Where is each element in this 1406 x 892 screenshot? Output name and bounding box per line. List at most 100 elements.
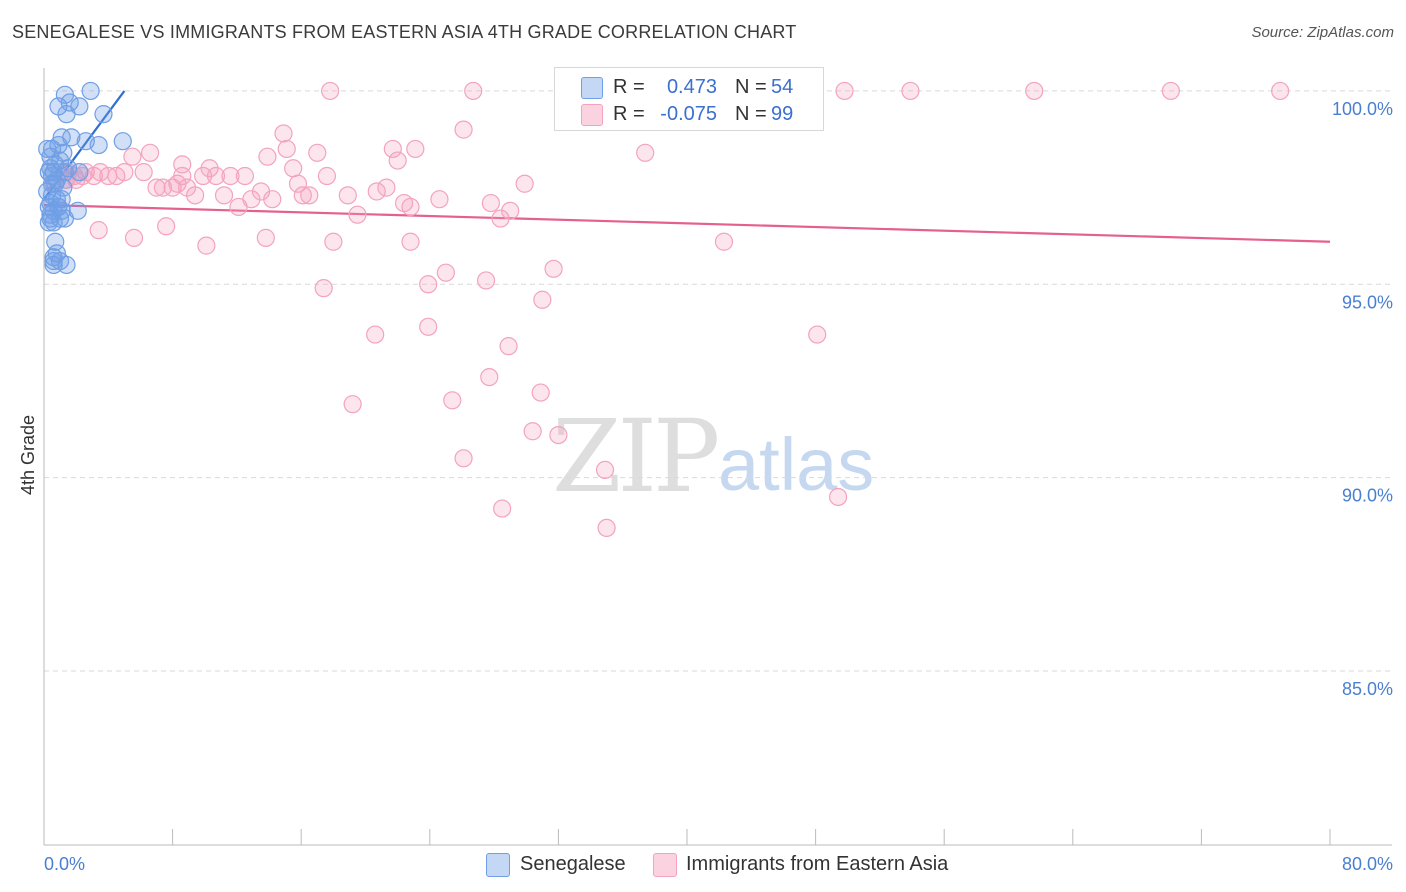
- bottom-legend-label-senegalese: Senegalese: [520, 853, 626, 875]
- point-eastern-asia: [493, 499, 512, 518]
- point-eastern-asia: [348, 205, 367, 224]
- point-eastern-asia: [835, 81, 854, 101]
- watermark-atlas: atlas: [718, 423, 875, 506]
- legend-swatch-eastern-asia: [581, 104, 603, 126]
- point-eastern-asia: [343, 395, 362, 414]
- point-eastern-asia: [134, 163, 153, 182]
- point-eastern-asia: [388, 151, 407, 170]
- point-eastern-asia: [214, 186, 234, 205]
- axis-labels: 85.0% 90.0% 95.0% 100.0% 0.0% 80.0% 4th Grade: [18, 99, 1393, 874]
- point-eastern-asia: [124, 228, 144, 247]
- point-eastern-asia: [1161, 81, 1180, 101]
- legend-swatch-senegalese: [581, 77, 603, 99]
- point-eastern-asia: [258, 147, 277, 166]
- point-senegalese: [41, 193, 60, 213]
- y-axis-label: 4th Grade: [18, 415, 38, 495]
- point-eastern-asia: [531, 383, 550, 402]
- point-eastern-asia: [366, 325, 385, 344]
- point-eastern-asia: [367, 182, 386, 201]
- bottom-legend-label-eastern-asia: Immigrants from Eastern Asia: [686, 853, 949, 875]
- point-eastern-asia: [300, 186, 319, 205]
- point-eastern-asia: [443, 391, 462, 410]
- point-eastern-asia: [515, 174, 534, 193]
- point-senegalese: [46, 232, 65, 251]
- point-eastern-asia: [808, 325, 827, 344]
- point-senegalese: [38, 139, 57, 159]
- point-eastern-asia: [419, 275, 438, 294]
- point-eastern-asia: [288, 174, 308, 193]
- point-eastern-asia: [324, 232, 343, 251]
- point-eastern-asia: [263, 190, 282, 209]
- point-eastern-asia: [481, 193, 500, 213]
- point-eastern-asia: [206, 166, 226, 186]
- point-senegalese: [59, 159, 78, 178]
- legend-r-value: -0.075: [660, 103, 717, 125]
- point-eastern-asia: [256, 228, 275, 247]
- point-eastern-asia: [595, 460, 615, 480]
- point-eastern-asia: [533, 290, 552, 309]
- point-eastern-asia: [523, 422, 542, 441]
- point-eastern-asia: [829, 487, 848, 507]
- point-senegalese: [70, 97, 89, 116]
- point-senegalese: [94, 105, 113, 124]
- legend-row-senegalese: R = 0.473 N = 54: [555, 74, 823, 100]
- point-eastern-asia: [338, 186, 357, 205]
- point-senegalese: [81, 81, 100, 101]
- y-tick-label: 85.0%: [1342, 679, 1393, 699]
- point-eastern-asia: [277, 139, 296, 159]
- legend-row-eastern-asia: R = -0.075 N = 99: [555, 101, 823, 127]
- point-eastern-asia: [314, 279, 333, 298]
- bottom-legend-swatch-eastern-asia: [653, 853, 677, 877]
- point-eastern-asia: [476, 271, 496, 290]
- point-eastern-asia: [597, 518, 616, 538]
- point-eastern-asia: [274, 124, 293, 143]
- legend-n-label: N =: [735, 76, 767, 98]
- point-eastern-asia: [436, 263, 455, 282]
- point-eastern-asia: [147, 178, 166, 197]
- legend-r-label: R =: [613, 76, 645, 98]
- point-eastern-asia: [499, 337, 518, 356]
- point-eastern-asia: [454, 120, 473, 139]
- point-senegalese: [70, 163, 89, 182]
- point-senegalese: [46, 174, 65, 193]
- point-eastern-asia: [419, 317, 438, 336]
- point-eastern-asia: [242, 190, 261, 209]
- point-eastern-asia: [186, 186, 205, 205]
- bottom-legend-swatch-senegalese: [486, 853, 510, 877]
- point-senegalese: [62, 128, 81, 147]
- point-senegalese: [52, 128, 71, 147]
- point-eastern-asia: [173, 155, 192, 174]
- point-eastern-asia: [544, 259, 563, 278]
- point-eastern-asia: [123, 147, 142, 166]
- data-points: [38, 81, 1290, 538]
- point-eastern-asia: [383, 139, 402, 159]
- point-eastern-asia: [221, 166, 240, 186]
- point-eastern-asia: [293, 186, 312, 205]
- point-eastern-asia: [464, 81, 483, 101]
- x-tick-label-max: 80.0%: [1342, 854, 1393, 874]
- point-eastern-asia: [714, 232, 734, 251]
- point-eastern-asia: [549, 425, 568, 445]
- point-eastern-asia: [140, 143, 160, 162]
- legend-n-label: N =: [735, 103, 767, 125]
- point-senegalese: [89, 135, 108, 155]
- point-eastern-asia: [491, 209, 510, 228]
- watermark-zip: ZIP: [552, 398, 720, 515]
- point-eastern-asia: [401, 197, 420, 217]
- point-senegalese: [39, 163, 58, 182]
- point-senegalese: [60, 93, 79, 112]
- trend-line-eastern-asia: [43, 203, 1331, 243]
- legend-r-label: R =: [613, 103, 645, 125]
- point-eastern-asia: [401, 232, 420, 251]
- point-eastern-asia: [454, 449, 473, 468]
- point-senegalese: [113, 132, 132, 151]
- point-eastern-asia: [480, 367, 499, 387]
- point-eastern-asia: [636, 143, 655, 162]
- point-eastern-asia: [1025, 81, 1044, 101]
- point-eastern-asia: [377, 178, 396, 197]
- point-senegalese: [68, 201, 87, 220]
- stats-legend: R = 0.473 N = 54 R = -0.075 N = 99: [554, 67, 824, 131]
- y-tick-label: 90.0%: [1342, 486, 1393, 506]
- point-eastern-asia: [284, 159, 303, 178]
